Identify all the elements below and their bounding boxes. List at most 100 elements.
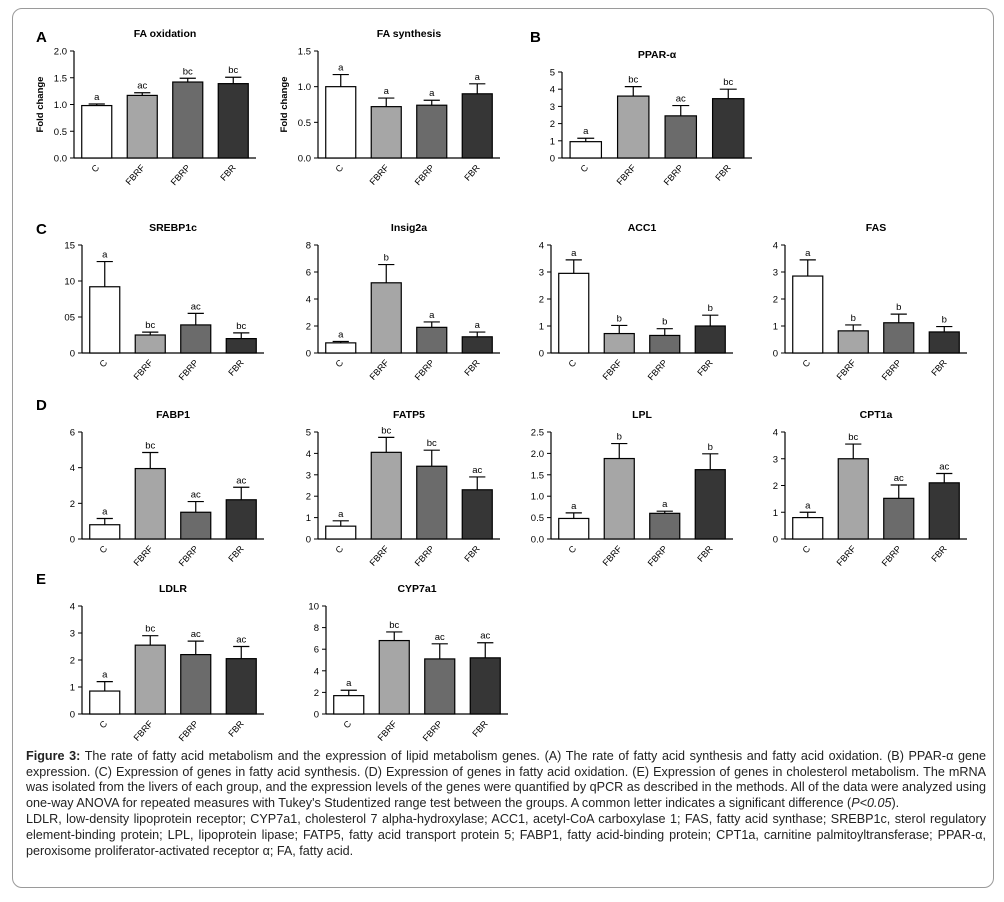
y-tick-label-fa-oxidation-0: 0.0 [54, 154, 67, 165]
chart-title-insig2a: Insig2a [391, 222, 427, 234]
x-tick-label-fabp1-FBR: FBR [226, 543, 246, 563]
sig-letter-ldlr-FBRP: ac [191, 629, 201, 640]
chart-title-acc1: ACC1 [628, 222, 657, 234]
sig-letter-ppar--FBR: bc [723, 77, 733, 88]
x-tick-label-fabp1-FBRF: FBRF [132, 543, 155, 568]
sig-letter-fabp1-FBRF: bc [145, 441, 155, 452]
y-tick-label-fa-oxidation-4: 2.0 [54, 47, 67, 58]
caption-title: The rate of fatty acid metabolism and th… [84, 749, 540, 763]
bar-cpt1a-FBRF [837, 458, 869, 540]
y-tick-label-ldlr-3: 3 [70, 629, 75, 640]
x-tick-label-cyp7a1-FBRF: FBRF [376, 718, 399, 743]
sig-letter-lpl-FBRF: b [617, 432, 622, 443]
sig-letter-srebp1c-FBRF: bc [145, 320, 155, 331]
x-tick-label-cyp7a1-FBR: FBR [470, 718, 490, 738]
bar-fa-synthesis-FBRP [416, 104, 448, 159]
x-tick-label-acc1-FBRP: FBRP [646, 358, 670, 383]
y-tick-label-insig2a-0: 0 [306, 349, 311, 360]
sig-letter-fabp1-FBR: ac [236, 475, 246, 486]
sig-letter-fatp5-FBRP: bc [427, 438, 437, 449]
bar-cyp7a1-FBR [469, 657, 501, 715]
x-tick-label-insig2a-FBR: FBR [462, 357, 482, 377]
panel-letter-C: C [36, 221, 47, 238]
y-tick-label-cyp7a1-1: 2 [314, 688, 319, 699]
y-tick-label-insig2a-3: 6 [306, 268, 311, 279]
chart-title-ldlr: LDLR [159, 583, 187, 595]
bar-fatp5-FBRP [416, 465, 448, 540]
bar-ldlr-FBRP [180, 653, 212, 715]
sig-letter-cyp7a1-FBRF: bc [389, 620, 399, 631]
y-tick-label-fatp5-4: 4 [306, 449, 311, 460]
x-tick-label-fa-oxidation-FBR: FBR [218, 162, 238, 182]
chart-title-fabp1: FABP1 [156, 409, 190, 421]
bar-insig2a-FBRF [370, 282, 402, 354]
x-tick-label-acc1-FBRF: FBRF [601, 357, 624, 382]
x-tick-label-fatp5-FBRF: FBRF [368, 543, 391, 568]
sig-letter-fas-FBRF: b [851, 313, 856, 324]
sig-letter-fa-oxidation-FBRF: ac [137, 81, 147, 92]
sig-letter-fa-synthesis-FBRP: a [429, 88, 435, 99]
sig-letter-insig2a-FBRP: a [429, 310, 435, 321]
sig-letter-fas-FBR: b [942, 315, 947, 326]
bar-fatp5-FBRF [370, 451, 402, 540]
bar-ldlr-FBR [225, 658, 257, 715]
x-tick-label-fa-oxidation-FBRF: FBRF [124, 162, 147, 187]
caption-main: Figure 3: The rate of fatty acid metabol… [26, 749, 986, 811]
bar-fa-synthesis-FBR [461, 93, 493, 159]
y-tick-label-fa-synthesis-0: 0.0 [298, 154, 311, 165]
bar-cyp7a1-FBRP [424, 658, 456, 715]
bar-acc1-FBRP [649, 334, 681, 354]
bar-cpt1a-FBRP [883, 497, 915, 540]
y-tick-label-fatp5-5: 5 [306, 428, 311, 439]
y-tick-label-acc1-0: 0 [539, 349, 544, 360]
y-tick-label-srebp1c-2: 10 [64, 277, 75, 288]
y-tick-label-acc1-3: 3 [539, 268, 544, 279]
y-tick-label-fatp5-0: 0 [306, 535, 311, 546]
x-tick-label-srebp1c-C: C [97, 357, 109, 369]
bar-cpt1a-FBR [928, 482, 960, 540]
bar-fabp1-FBR [225, 499, 257, 540]
sig-letter-fas-C: a [805, 248, 811, 259]
bar-lpl-FBRF [603, 457, 635, 540]
bar-cyp7a1-C [333, 695, 365, 715]
sig-letter-fas-FBRP: b [896, 302, 901, 313]
x-tick-label-lpl-FBRF: FBRF [601, 543, 624, 568]
bar-srebp1c-FBRP [180, 324, 212, 354]
x-tick-label-lpl-FBR: FBR [695, 543, 715, 563]
bar-fas-FBRF [837, 330, 869, 354]
x-tick-label-acc1-FBR: FBR [695, 357, 715, 377]
y-tick-label-cpt1a-0: 0 [773, 535, 778, 546]
y-tick-label-insig2a-4: 8 [306, 241, 311, 252]
sig-letter-ldlr-FBRF: bc [145, 624, 155, 635]
x-tick-label-ppar--FBRP: FBRP [662, 163, 686, 188]
x-tick-label-srebp1c-FBRP: FBRP [177, 358, 201, 383]
x-tick-label-insig2a-FBRP: FBRP [413, 358, 437, 383]
x-tick-label-fas-C: C [800, 357, 812, 369]
chart-title-ppar-: PPAR-α [638, 49, 677, 61]
chart-title-fas: FAS [866, 222, 886, 234]
x-tick-label-cpt1a-C: C [800, 543, 812, 555]
x-tick-label-ldlr-FBRP: FBRP [177, 719, 201, 744]
chart-title-cpt1a: CPT1a [860, 409, 893, 421]
bar-ldlr-FBRF [134, 644, 166, 715]
y-axis-label-fa-oxidation: Fold change [35, 77, 46, 133]
y-tick-label-ldlr-4: 4 [70, 602, 75, 613]
y-tick-label-ppar--0: 0 [550, 154, 555, 165]
y-tick-label-fabp1-2: 4 [70, 463, 75, 474]
bar-insig2a-C [325, 342, 357, 354]
y-tick-label-lpl-1: 0.5 [531, 513, 544, 524]
x-tick-label-lpl-C: C [566, 543, 578, 555]
sig-letter-acc1-FBR: b [708, 303, 713, 314]
x-tick-label-fas-FBR: FBR [929, 357, 949, 377]
y-tick-label-fabp1-1: 2 [70, 499, 75, 510]
figure-canvas: A B C D E FA oxidation 0.0 0.5 1.0 1.5 2.0 Fold cha… [35, 28, 967, 744]
y-axis-label-fa-synthesis: Fold change [279, 77, 290, 133]
chart-title-fa-oxidation: FA oxidation [134, 28, 197, 40]
bar-ldlr-C [89, 690, 121, 715]
sig-letter-acc1-C: a [571, 248, 577, 259]
caption-p-value: P<0.05 [851, 795, 892, 810]
bar-insig2a-FBRP [416, 326, 448, 354]
y-tick-label-ppar--5: 5 [550, 68, 555, 79]
y-tick-label-fa-oxidation-1: 0.5 [54, 127, 67, 138]
sig-letter-srebp1c-FBR: bc [236, 321, 246, 332]
